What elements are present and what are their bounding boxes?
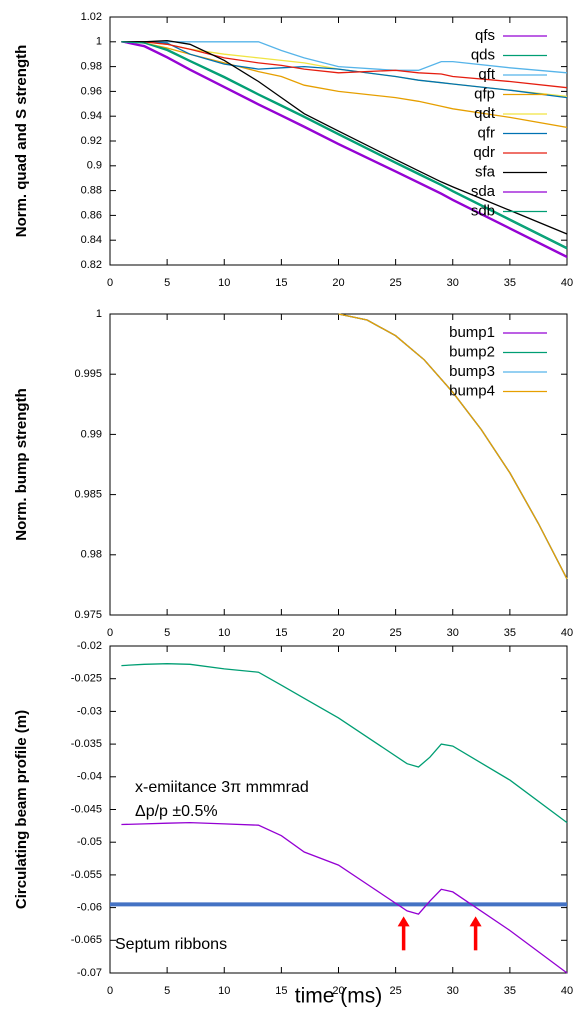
x-tick-label: 40 bbox=[561, 277, 573, 289]
series-line bbox=[121, 39, 568, 235]
y-tick-label: 1 bbox=[96, 36, 102, 48]
y-tick-label: -0.055 bbox=[71, 869, 102, 881]
x-tick-label: 35 bbox=[504, 627, 516, 639]
x-tick-label: 25 bbox=[390, 277, 402, 289]
y-tick-label: 1.02 bbox=[81, 11, 102, 23]
series-line bbox=[121, 41, 568, 257]
y-tick-label: 0.96 bbox=[81, 85, 102, 97]
y-tick-label: 0.975 bbox=[74, 609, 102, 621]
x-tick-label: 20 bbox=[332, 985, 344, 997]
y-tick-label: 0.88 bbox=[81, 185, 102, 197]
y-tick-label: 1 bbox=[96, 308, 102, 320]
series-line bbox=[121, 41, 568, 250]
series-line bbox=[121, 41, 568, 129]
x-tick-label: 20 bbox=[332, 627, 344, 639]
x-tick-label: 15 bbox=[275, 627, 287, 639]
plot-frame bbox=[109, 313, 568, 616]
arrow-head bbox=[397, 916, 410, 927]
y-tick-label: 0.94 bbox=[81, 110, 102, 122]
x-tick-label: 5 bbox=[164, 277, 170, 289]
y-tick-label: 0.995 bbox=[74, 368, 102, 380]
y-tick-label: 0.98 bbox=[81, 61, 102, 73]
annotation: Δp/p ±0.5% bbox=[135, 803, 218, 820]
series-line bbox=[338, 313, 568, 580]
legend-label: qft bbox=[478, 66, 496, 83]
y-tick-label: -0.025 bbox=[71, 673, 102, 685]
x-tick-label: 5 bbox=[164, 985, 170, 997]
y-tick-label: 0.92 bbox=[81, 135, 102, 147]
y-tick-label: 0.99 bbox=[81, 428, 102, 440]
y-tick-label: -0.06 bbox=[77, 902, 102, 914]
y-tick-label: 0.86 bbox=[81, 209, 102, 221]
series-line bbox=[121, 41, 568, 259]
legend-label: qdr bbox=[473, 144, 495, 161]
x-tick-label: 20 bbox=[332, 277, 344, 289]
y-tick-label: -0.04 bbox=[77, 771, 102, 783]
x-tick-label: 35 bbox=[504, 277, 516, 289]
x-axis-label: time (ms) bbox=[295, 985, 383, 1008]
y-tick-label: -0.03 bbox=[77, 705, 102, 717]
x-tick-label: 10 bbox=[218, 277, 230, 289]
legend-label: bump4 bbox=[449, 382, 495, 399]
legend-label: sfa bbox=[475, 163, 496, 180]
legend-label: bump1 bbox=[449, 324, 495, 341]
series-line bbox=[121, 41, 568, 89]
y-tick-label: 0.98 bbox=[81, 549, 102, 561]
x-tick-label: 0 bbox=[107, 985, 113, 997]
x-tick-label: 40 bbox=[561, 985, 573, 997]
y-axis-label: Norm. quad and S strength bbox=[13, 45, 30, 238]
y-tick-label: -0.07 bbox=[77, 967, 102, 979]
y-tick-label: 0.84 bbox=[81, 234, 102, 246]
y-tick-label: 0.82 bbox=[81, 259, 102, 271]
y-tick-label: -0.02 bbox=[77, 640, 102, 652]
y-axis-label: Circulating beam profile (m) bbox=[13, 710, 30, 909]
y-axis-label: Norm. bump strength bbox=[13, 388, 30, 541]
x-tick-label: 0 bbox=[107, 277, 113, 289]
x-tick-label: 40 bbox=[561, 627, 573, 639]
x-tick-label: 10 bbox=[218, 627, 230, 639]
y-tick-label: -0.035 bbox=[71, 738, 102, 750]
x-tick-label: 30 bbox=[447, 985, 459, 997]
legend-label: sda bbox=[471, 183, 496, 200]
annotation: Septum ribbons bbox=[115, 936, 227, 953]
x-tick-label: 25 bbox=[390, 985, 402, 997]
x-tick-label: 25 bbox=[390, 627, 402, 639]
series-line bbox=[121, 41, 568, 249]
x-tick-label: 30 bbox=[447, 627, 459, 639]
series-line bbox=[121, 41, 568, 99]
legend-label: qfs bbox=[475, 27, 495, 44]
y-tick-label: 0.9 bbox=[87, 160, 102, 172]
x-tick-label: 30 bbox=[447, 277, 459, 289]
x-tick-label: 15 bbox=[275, 985, 287, 997]
legend-label: bump2 bbox=[449, 343, 495, 360]
arrow-head bbox=[469, 916, 482, 927]
y-tick-label: -0.045 bbox=[71, 803, 102, 815]
annotation: x-emiitance 3π mmmrad bbox=[135, 779, 309, 796]
legend-label: sdb bbox=[471, 202, 495, 219]
y-tick-label: 0.985 bbox=[74, 489, 102, 501]
legend-label: qfr bbox=[477, 124, 495, 141]
x-tick-label: 10 bbox=[218, 985, 230, 997]
legend-label: qds bbox=[471, 46, 495, 63]
x-tick-label: 5 bbox=[164, 627, 170, 639]
y-tick-label: -0.065 bbox=[71, 934, 102, 946]
x-tick-label: 0 bbox=[107, 627, 113, 639]
legend-label: bump3 bbox=[449, 363, 495, 380]
x-tick-label: 35 bbox=[504, 985, 516, 997]
series-line bbox=[121, 663, 568, 824]
series-line bbox=[121, 821, 568, 974]
y-tick-label: -0.05 bbox=[77, 836, 102, 848]
legend-label: qfp bbox=[474, 85, 495, 102]
x-tick-label: 15 bbox=[275, 277, 287, 289]
legend-label: qdt bbox=[474, 105, 496, 122]
